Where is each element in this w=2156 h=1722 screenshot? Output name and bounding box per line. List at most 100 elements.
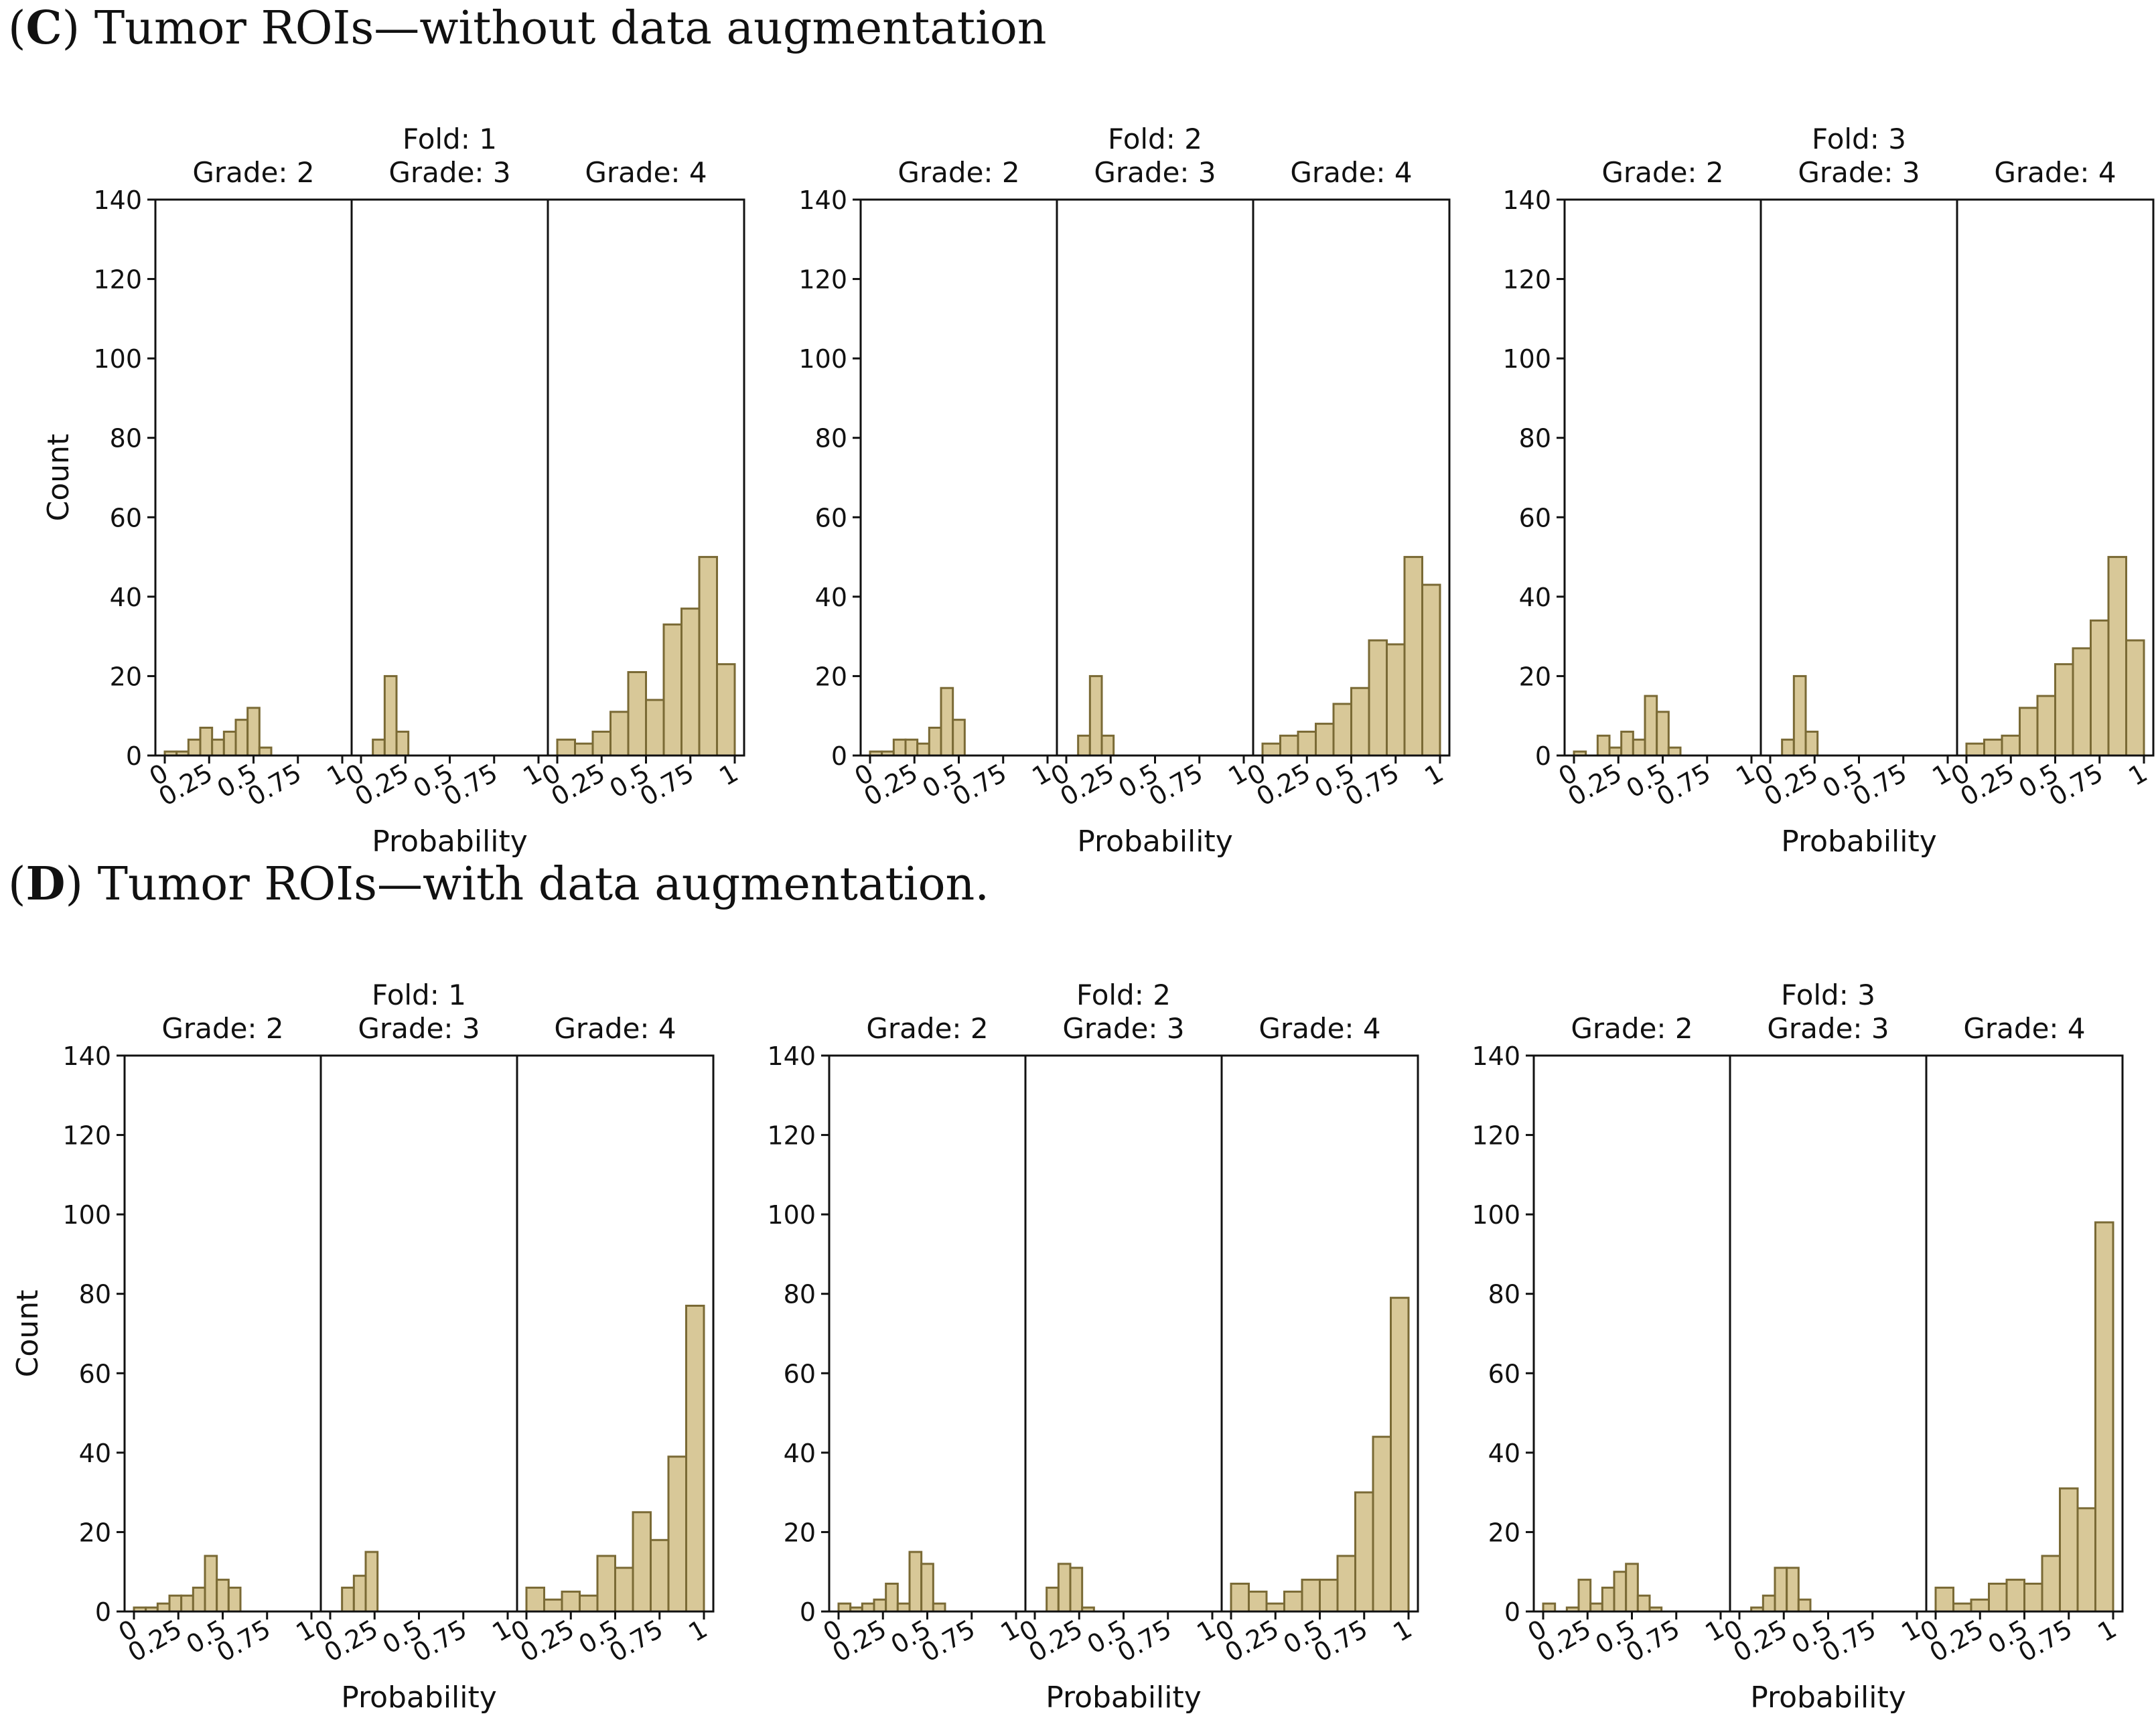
histogram-bar <box>1069 1567 1084 1613</box>
x-tick-label: 0.75 <box>408 1614 472 1668</box>
histogram-bar <box>556 738 576 757</box>
facet-frame <box>1729 1054 1928 1613</box>
x-tick-label: 0.75 <box>1848 758 1912 812</box>
histogram-bar <box>892 738 907 757</box>
y-tick-label: 60 <box>79 1359 111 1388</box>
histogram-bar <box>227 1586 242 1613</box>
y-tick-label: 120 <box>798 265 847 295</box>
x-tick-label: 0.25 <box>546 758 609 812</box>
histogram-bar <box>1970 1598 1990 1613</box>
y-tick-label: 100 <box>62 1200 111 1230</box>
histogram-bar <box>543 1598 563 1613</box>
y-tick-label: 60 <box>1488 1359 1520 1388</box>
fold-title: Fold: 3 <box>1812 123 1906 155</box>
y-tick-label: 80 <box>79 1280 111 1309</box>
x-tick-label: 0.75 <box>2044 758 2108 812</box>
histogram-bar <box>1613 1571 1628 1613</box>
histogram-bar <box>627 671 647 757</box>
y-tick-label: 0 <box>95 1597 111 1627</box>
y-tick-label: 40 <box>110 583 142 612</box>
x-tick-label: 0.25 <box>1023 1614 1087 1668</box>
y-tick-label: 40 <box>79 1439 111 1468</box>
histogram-bar <box>1283 1590 1303 1613</box>
histogram-bar <box>204 1555 218 1613</box>
facet-frame <box>1056 198 1254 757</box>
y-tick-label: 0 <box>126 741 142 771</box>
histogram-bar <box>2072 647 2092 757</box>
y-axis-label: Count <box>11 1290 45 1378</box>
x-tick-label: 0.75 <box>916 1614 980 1668</box>
histogram-bar <box>1301 1579 1321 1613</box>
facet-frame <box>1024 1054 1223 1613</box>
fold-title: Fold: 2 <box>1076 979 1171 1011</box>
y-tick-label: 40 <box>1519 583 1551 612</box>
x-tick-label: 0.75 <box>1817 1614 1881 1668</box>
histogram-bar <box>1319 1579 1339 1613</box>
x-tick-label: 0.75 <box>1112 1614 1176 1668</box>
histogram-bar <box>1057 1563 1072 1613</box>
y-tick-label: 80 <box>784 1280 816 1309</box>
histogram-bar <box>1368 639 1388 757</box>
y-tick-label: 20 <box>784 1518 816 1547</box>
histogram-bar <box>1088 674 1103 757</box>
y-tick-label: 20 <box>815 662 847 691</box>
x-tick-label: 0.25 <box>1924 1614 1988 1668</box>
histogram-bar <box>1656 711 1670 757</box>
x-tick-label: 0.75 <box>242 758 306 812</box>
histogram-bar <box>168 1594 183 1613</box>
y-tick-label: 140 <box>1502 186 1551 215</box>
x-tick-label: 1 <box>684 1614 713 1648</box>
histogram-bar <box>1100 734 1115 757</box>
histogram-bar <box>372 738 386 757</box>
histogram-bar <box>525 1586 545 1613</box>
y-tick-label: 60 <box>110 503 142 532</box>
histogram-bar <box>2125 639 2145 757</box>
histogram-bar <box>940 687 954 757</box>
y-tick-label: 60 <box>784 1359 816 1388</box>
histogram-bar <box>1934 1586 1954 1613</box>
facet-frame <box>319 1054 518 1613</box>
histogram-bar <box>383 674 398 757</box>
histogram-bar <box>609 711 630 757</box>
facet-title: Grade: 3 <box>1798 156 1920 189</box>
panel-letter-c: C <box>25 1 62 55</box>
histogram-bar <box>216 1579 230 1613</box>
x-tick-label: 1 <box>1388 1614 1417 1648</box>
histogram-bar <box>341 1586 355 1613</box>
histogram-bar <box>1667 746 1682 757</box>
y-tick-label: 60 <box>1519 503 1551 532</box>
histogram-bar <box>920 1563 934 1613</box>
facet-title: Grade: 4 <box>585 156 707 189</box>
y-tick-label: 100 <box>93 344 142 374</box>
x-tick-label: 1 <box>2093 1614 2122 1648</box>
histogram-bar <box>2094 1221 2114 1613</box>
histogram-bar <box>873 1598 887 1613</box>
x-tick-label: 0.75 <box>635 758 699 812</box>
facet-frame <box>350 198 549 757</box>
histogram-bar <box>2036 695 2056 757</box>
facet-title: Grade: 2 <box>866 1012 988 1045</box>
histogram-bar <box>1596 734 1611 757</box>
histogram-bar <box>187 738 202 757</box>
histogram-bar <box>2041 1555 2061 1613</box>
histogram-bar <box>908 1551 923 1613</box>
histogram-bar <box>1644 695 1658 757</box>
y-tick-label: 80 <box>815 424 847 453</box>
fold-title: Fold: 2 <box>1108 123 1202 155</box>
panel-caption-d: (D) Tumor ROIs—with data augmentation. <box>8 857 989 911</box>
y-tick-label: 60 <box>815 503 847 532</box>
histogram-bar <box>861 1602 875 1613</box>
facet-frame <box>123 1054 322 1613</box>
histogram-bar <box>1421 583 1441 757</box>
y-tick-label: 140 <box>62 1042 111 1071</box>
facet-title: Grade: 2 <box>161 1012 283 1045</box>
histogram-bar <box>716 663 736 757</box>
x-tick-label: 0.75 <box>1621 1614 1684 1668</box>
facet-frame <box>828 1054 1027 1613</box>
y-tick-label: 40 <box>815 583 847 612</box>
y-tick-label: 80 <box>110 424 142 453</box>
